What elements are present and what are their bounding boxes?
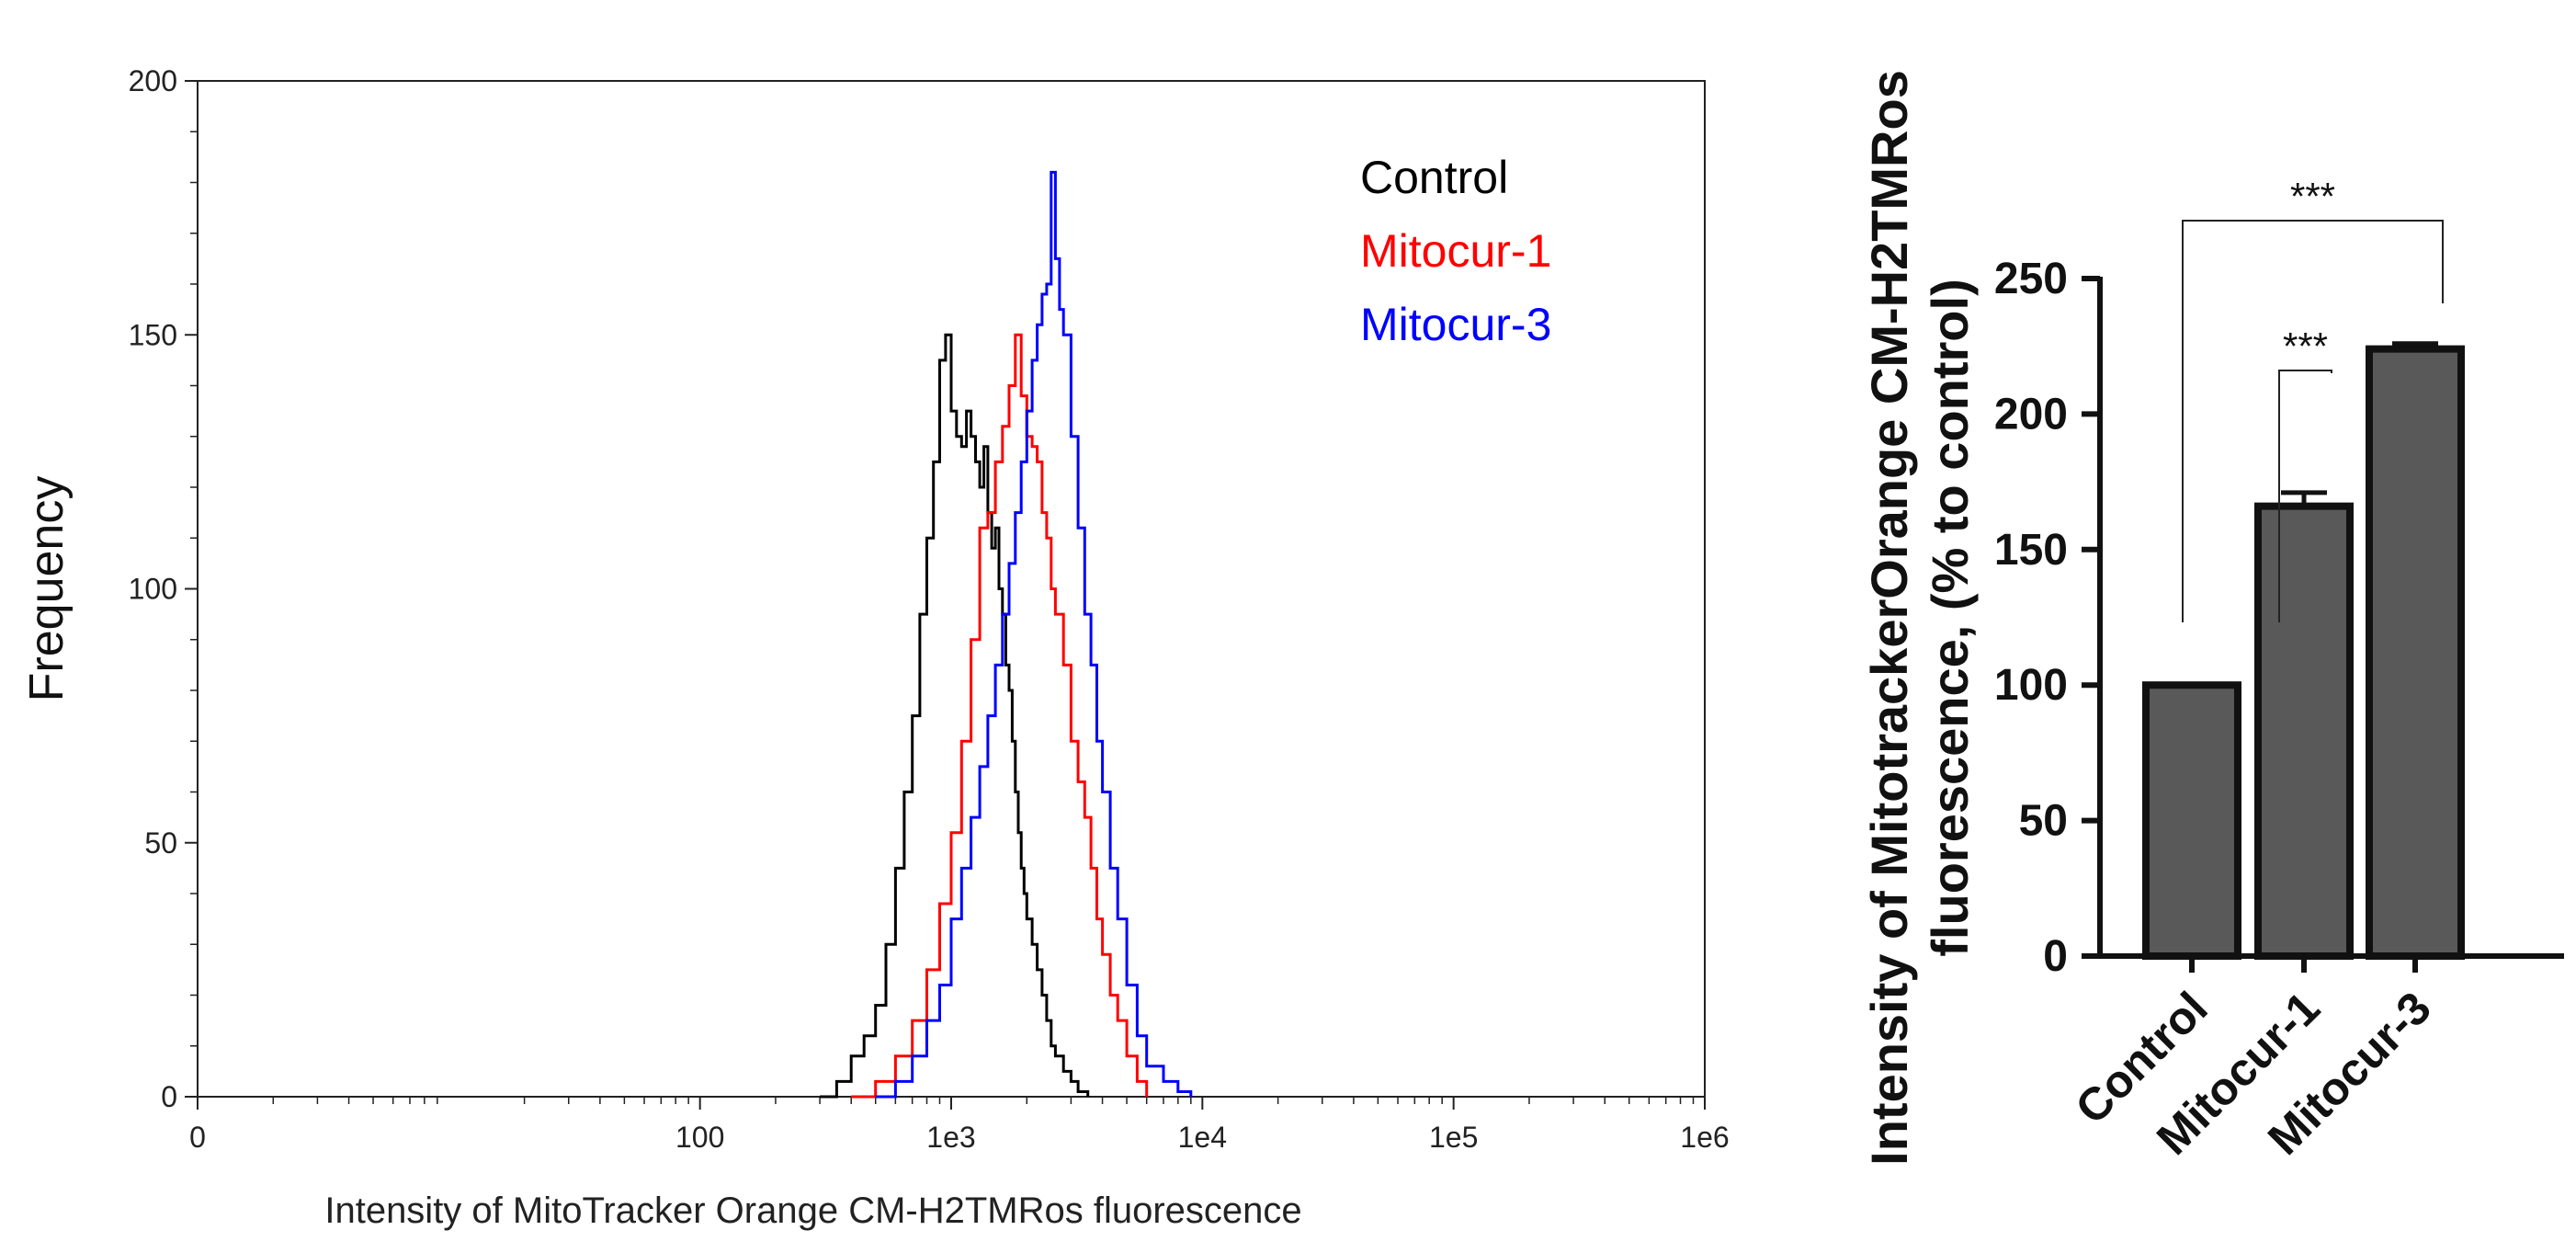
y-tick-label: 200 [129,64,177,97]
significance-label: *** [2290,175,2335,218]
y-tick-label: 100 [129,573,177,606]
legend-entry-mitocur-1: Mitocur-1 [1360,225,1551,277]
x-axis-label: Intensity of MitoTracker Orange CM-H2TMR… [324,1190,1301,1231]
bar-mitocur-3 [2366,345,2465,960]
legend-entry-control: Control [1360,152,1508,203]
y-tick-label: 50 [144,826,177,860]
y-axis-label-line: fluorescence, (% to control) [1921,279,1979,956]
x-tick-label: 1e5 [1429,1121,1478,1154]
series-line-mitocur-1 [851,333,1149,1099]
y-tick-label: 0 [2043,932,2068,981]
x-tick-label: 100 [675,1121,724,1154]
significance-label: *** [2283,325,2328,368]
y-tick-label: 0 [161,1080,177,1113]
y-tick-label: 250 [1994,255,2068,303]
y-tick-label: 200 [1994,390,2068,439]
y-tick-label: 50 [2019,797,2068,846]
y-tick-label: 150 [129,318,177,351]
x-tick-label: 1e3 [926,1121,975,1154]
histogram-chart: 0 100 1e3 1e4 1e5 1e6 0 50 100 150 200 Control Mitoc… [20,64,1730,1231]
y-axis-label: Frequency [20,476,74,702]
significance-bracket [2278,370,2332,622]
y-axis-label-line: Intensity of MitotrackerOrange CM-H2TMRo… [1860,70,1918,1166]
bar-mitocur-1 [2254,502,2354,961]
x-tick-label: 1e6 [1680,1121,1729,1154]
legend-entry-mitocur-3: Mitocur-3 [1360,299,1551,350]
x-tick-label: 0 [189,1121,206,1154]
y-tick-label: 100 [1994,661,2068,710]
y-tick-label: 150 [1994,526,2068,575]
series-line-mitocur-3 [875,170,1193,1099]
series-line-control [820,333,1090,1099]
x-tick-label: 1e4 [1178,1121,1227,1154]
bar-control [2142,681,2241,960]
significance-bracket [2182,220,2444,622]
bar-chart: 050100150200250ControlMitocur-1Mitocur-3… [1860,70,2564,1166]
